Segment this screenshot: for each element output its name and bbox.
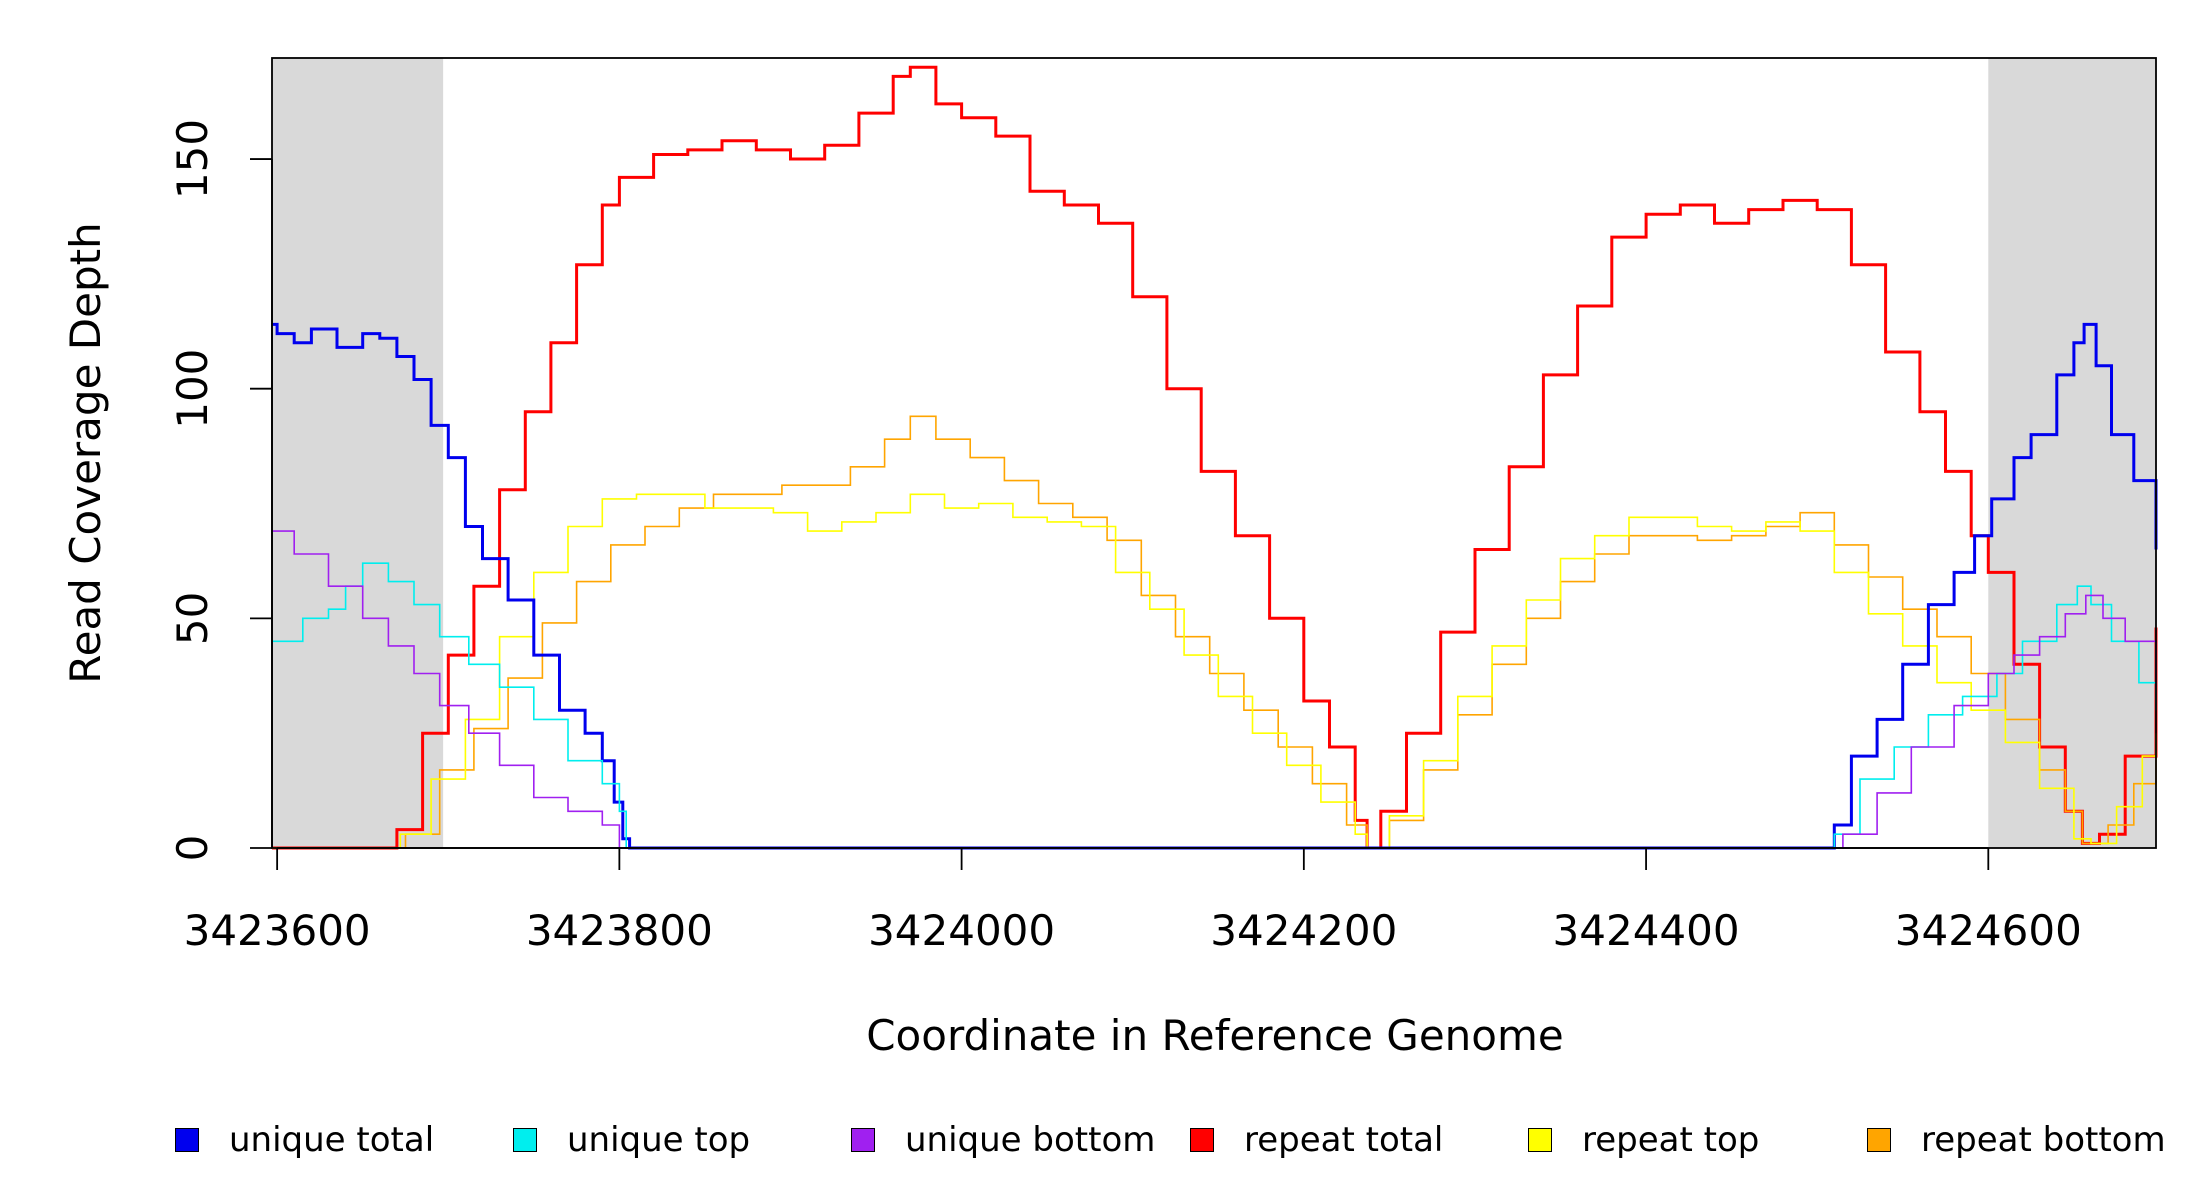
legend-label-unique-total: unique total xyxy=(229,1120,435,1160)
y-axis-label: Read Coverage Depth xyxy=(61,222,110,683)
series-line-unique-bottom xyxy=(272,530,2157,849)
y-tick-label: 150 xyxy=(168,119,217,199)
shaded-regions xyxy=(272,58,2156,848)
legend-label-unique-bottom: unique bottom xyxy=(905,1120,1156,1160)
plot-frame xyxy=(271,57,2157,849)
x-tick-label: 3423600 xyxy=(184,906,371,955)
legend-label-unique-top: unique top xyxy=(567,1120,751,1160)
legend-label-repeat-top: repeat top xyxy=(1582,1120,1760,1160)
series-lines xyxy=(272,65,2158,850)
series-line-repeat-total xyxy=(272,65,2158,850)
legend-item-repeat-total: repeat total xyxy=(1190,1115,1443,1165)
legend-swatch-unique-top xyxy=(513,1128,537,1152)
series-line-repeat-bottom xyxy=(272,415,2157,849)
x-tick-label: 3424400 xyxy=(1553,906,1740,955)
legend-item-unique-total: unique total xyxy=(175,1115,434,1165)
legend-swatch-repeat-bottom xyxy=(1867,1128,1891,1152)
series-line-unique-top xyxy=(272,562,2157,849)
y-tick-label: 50 xyxy=(168,592,217,645)
legend-item-repeat-bottom: repeat bottom xyxy=(1867,1115,2166,1165)
legend-item-unique-top: unique top xyxy=(513,1115,750,1165)
axes: 3423600 3423800 3424000 3424200 3424400 34246… xyxy=(168,119,2082,955)
shaded-region-2 xyxy=(1988,58,2156,848)
legend-swatch-repeat-total xyxy=(1190,1128,1214,1152)
legend-label-repeat-total: repeat total xyxy=(1244,1120,1444,1160)
x-tick-label: 3424200 xyxy=(1210,906,1397,955)
legend-swatch-unique-total xyxy=(175,1128,199,1152)
x-tick-label: 3424000 xyxy=(868,906,1055,955)
legend-swatch-unique-bottom xyxy=(851,1128,875,1152)
series-line-repeat-top xyxy=(272,493,2157,849)
legend: unique total unique top unique bottom re… xyxy=(175,1115,2175,1165)
x-tick-label: 3424600 xyxy=(1895,906,2082,955)
legend-swatch-repeat-top xyxy=(1528,1128,1552,1152)
x-axis-label: Coordinate in Reference Genome xyxy=(866,1011,1564,1060)
series-line-unique-total xyxy=(272,322,2158,850)
legend-item-unique-bottom: unique bottom xyxy=(851,1115,1155,1165)
legend-label-repeat-bottom: repeat bottom xyxy=(1921,1120,2166,1160)
x-tick-label: 3423800 xyxy=(526,906,713,955)
y-tick-label: 100 xyxy=(168,349,217,429)
legend-item-repeat-top: repeat top xyxy=(1528,1115,1759,1165)
y-tick-label: 0 xyxy=(168,835,217,862)
shaded-region-1 xyxy=(272,58,444,848)
